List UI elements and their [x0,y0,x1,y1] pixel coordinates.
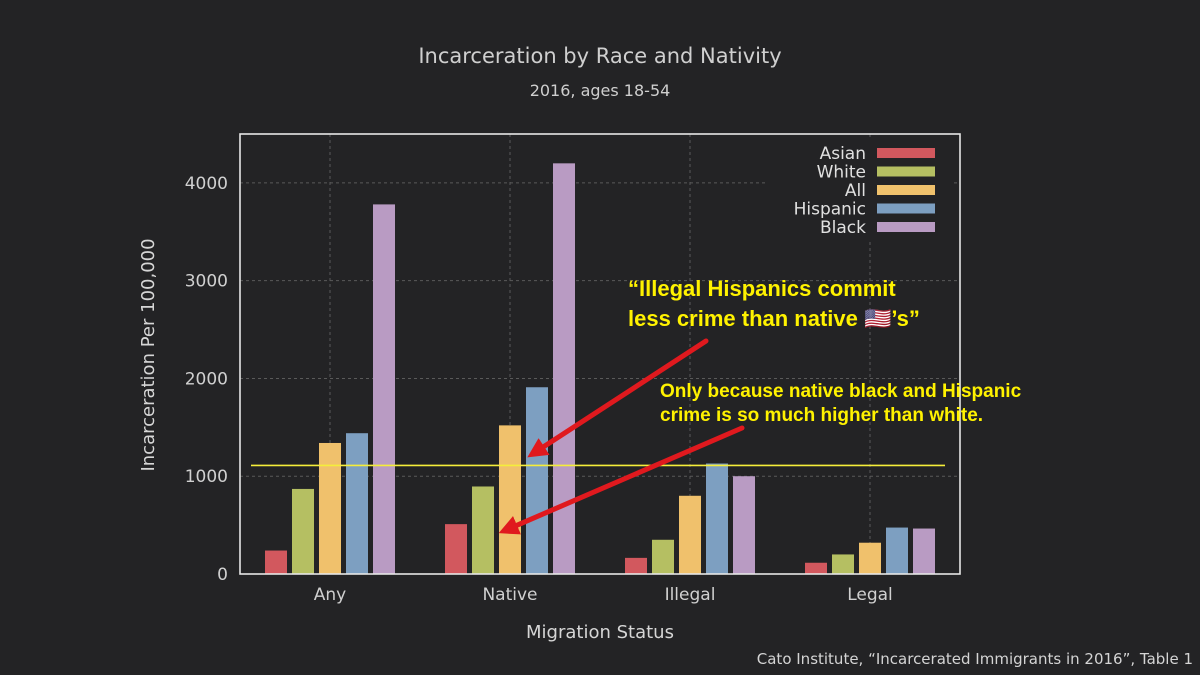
quote-annotation-line2: less crime than native 🇺🇸’s” [628,306,920,331]
bar-asian-native [445,524,467,574]
chart-subtitle: 2016, ages 18-54 [530,81,671,100]
plot-frame [239,133,961,575]
y-axis-label: Incarceration Per 100,000 [138,238,159,471]
bar-white-any [292,488,314,574]
x-tick-label: Legal [847,585,893,605]
y-tick-label: 0 [217,565,228,585]
reply-annotation-line2: crime is so much higher than white. [660,405,983,426]
x-tick-label: Illegal [665,585,716,605]
x-tick-label: Any [314,585,346,605]
chart-title: Incarceration by Race and Nativity [418,44,781,68]
bar-white-legal [832,554,854,574]
bar-hispanic-legal [886,527,908,574]
x-tick-labels: Any Native Illegal Legal [314,585,893,605]
y-tick-label: 2000 [185,369,228,389]
bar-asian-any [265,550,287,574]
x-axis-label: Migration Status [526,622,674,643]
legend-label-asian: Asian [820,144,866,164]
quote-annotation-line1: “Illegal Hispanics commit [628,276,896,301]
arrow-to-native-asian [498,425,745,535]
bar-all-illegal [679,495,701,574]
legend-swatch-black [877,222,935,232]
bar-black-legal [913,528,935,574]
legend-swatch-asian [877,148,935,158]
y-tick-label: 1000 [185,467,228,487]
bar-black-illegal [733,476,755,574]
legend-swatch-hispanic [877,203,935,214]
source-citation: Cato Institute, “Incarcerated Immigrants… [757,650,1193,668]
bars-group [265,163,935,575]
bar-hispanic-any [346,433,368,574]
legend-label-hispanic: Hispanic [794,200,866,220]
bar-hispanic-native [526,387,548,574]
legend-label-black: Black [820,218,866,238]
x-tick-label: Native [482,585,537,605]
bar-white-native [472,486,494,574]
y-tick-label: 3000 [185,272,228,292]
bar-all-any [319,442,341,574]
bar-all-legal [859,542,881,574]
y-tick-labels: 0 1000 2000 3000 4000 [185,174,228,585]
arrow-to-native-all [527,338,709,458]
bar-all-native [499,425,521,574]
legend-swatch-white [877,166,935,177]
bar-asian-illegal [625,557,647,574]
bar-asian-legal [805,562,827,574]
legend-swatch-all [877,185,935,195]
reply-annotation-line1: Only because native black and Hispanic [660,381,1022,402]
bar-hispanic-illegal [706,463,728,574]
legend-label-white: White [817,163,866,183]
bar-black-native [553,163,575,575]
bar-white-illegal [652,539,674,574]
bar-black-any [373,204,395,574]
legend-label-all: All [845,181,866,201]
y-tick-label: 4000 [185,174,228,194]
